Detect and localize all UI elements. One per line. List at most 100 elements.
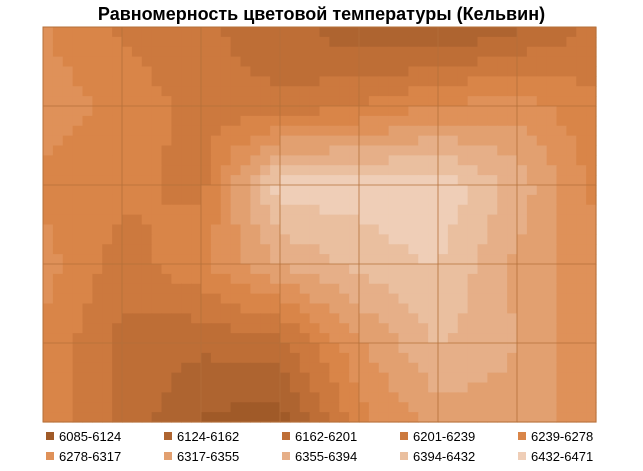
contour-cell xyxy=(378,293,390,305)
contour-cell xyxy=(201,125,212,137)
contour-cell xyxy=(428,412,439,423)
contour-cell xyxy=(210,194,222,206)
contour-cell xyxy=(319,46,330,58)
contour-cell xyxy=(280,293,291,305)
contour-cell xyxy=(319,412,330,423)
contour-cell xyxy=(230,343,242,354)
contour-cell xyxy=(151,96,163,107)
contour-cell xyxy=(378,283,390,295)
contour-cell xyxy=(181,155,192,166)
contour-cell xyxy=(408,372,419,384)
contour-cell xyxy=(270,303,281,314)
contour-cell xyxy=(349,412,360,423)
contour-cell xyxy=(289,352,301,364)
contour-cell xyxy=(141,412,153,423)
contour-cell xyxy=(487,135,498,147)
contour-cell xyxy=(260,333,271,344)
contour-cell xyxy=(171,343,182,354)
contour-cell xyxy=(517,254,528,265)
contour-cell xyxy=(388,273,400,285)
contour-cell xyxy=(240,333,251,344)
contour-cell xyxy=(289,382,301,393)
contour-cell xyxy=(260,264,271,275)
contour-cell xyxy=(62,56,74,68)
contour-cell xyxy=(280,244,291,255)
contour-cell xyxy=(438,283,449,295)
contour-cell xyxy=(191,372,202,384)
contour-cell xyxy=(319,145,330,156)
contour-cell xyxy=(230,214,242,226)
contour-cell xyxy=(378,303,390,314)
contour-cell xyxy=(220,362,232,374)
contour-cell xyxy=(230,204,242,216)
contour-cell xyxy=(487,115,498,127)
contour-cell xyxy=(260,293,271,305)
contour-cell xyxy=(240,66,251,77)
contour-cell xyxy=(161,145,172,156)
contour-cell xyxy=(359,115,370,127)
contour-cell xyxy=(497,244,508,255)
contour-cell xyxy=(82,392,93,403)
contour-cell xyxy=(507,283,518,295)
contour-cell xyxy=(339,56,350,68)
contour-cell xyxy=(289,412,301,423)
contour-cell xyxy=(349,36,360,48)
contour-cell xyxy=(52,333,64,344)
contour-cell xyxy=(151,86,163,97)
contour-cell xyxy=(507,412,518,423)
contour-cell xyxy=(141,135,153,147)
contour-cell xyxy=(102,194,113,206)
contour-cell xyxy=(339,372,350,384)
contour-cell xyxy=(467,333,479,344)
contour-cell xyxy=(191,46,202,58)
contour-cell xyxy=(447,204,459,216)
contour-cell xyxy=(299,194,311,206)
contour-cell xyxy=(477,224,488,235)
contour-cell xyxy=(556,46,567,58)
contour-cell xyxy=(201,27,212,38)
contour-cell xyxy=(477,264,488,275)
contour-cell xyxy=(447,76,459,87)
contour-cell xyxy=(122,56,133,68)
contour-cell xyxy=(447,303,459,314)
contour-cell xyxy=(398,214,409,226)
contour-cell xyxy=(546,343,558,354)
contour-cell xyxy=(43,96,54,107)
contour-cell xyxy=(92,76,103,87)
contour-cell xyxy=(171,412,182,423)
contour-cell xyxy=(141,352,153,364)
contour-cell xyxy=(230,86,242,97)
contour-cell xyxy=(586,244,597,255)
contour-cell xyxy=(270,194,281,206)
contour-cell xyxy=(299,115,311,127)
contour-cell xyxy=(250,86,261,97)
contour-cell xyxy=(151,303,163,314)
contour-cell xyxy=(507,303,518,314)
contour-cell xyxy=(309,27,321,38)
contour-cell xyxy=(388,352,400,364)
contour-cell xyxy=(507,66,518,77)
contour-cell xyxy=(349,214,360,226)
contour-cell xyxy=(319,185,330,196)
contour-cell xyxy=(467,244,479,255)
contour-cell xyxy=(72,372,84,384)
contour-cell xyxy=(467,362,479,374)
contour-cell xyxy=(131,46,143,58)
contour-cell xyxy=(112,313,123,324)
contour-cell xyxy=(418,273,429,285)
contour-cell xyxy=(131,254,143,265)
contour-cell xyxy=(43,392,54,403)
contour-cell xyxy=(280,194,291,206)
contour-cell xyxy=(43,382,54,393)
contour-cell xyxy=(536,352,548,364)
contour-cell xyxy=(428,185,439,196)
contour-cell xyxy=(546,264,558,275)
contour-cell xyxy=(467,175,479,186)
contour-cell xyxy=(201,303,212,314)
contour-cell xyxy=(201,194,212,206)
contour-cell xyxy=(289,244,301,255)
contour-cell xyxy=(349,333,360,344)
contour-cell xyxy=(289,165,301,176)
contour-cell xyxy=(467,86,479,97)
contour-cell xyxy=(388,155,400,166)
